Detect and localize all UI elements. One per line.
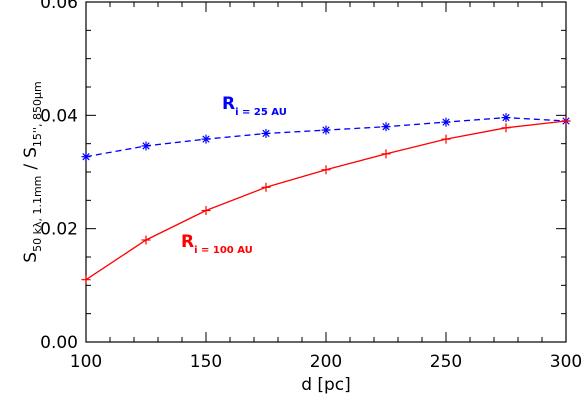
data-point — [321, 125, 331, 135]
marker-stroke — [442, 118, 450, 126]
data-point — [501, 113, 511, 123]
x-tick-labels: 100 150 200 250 300 — [70, 352, 582, 372]
data-point — [261, 182, 271, 192]
marker-stroke — [202, 135, 210, 143]
x-tick-label: 300 — [550, 352, 582, 372]
marker-stroke — [82, 153, 90, 161]
data-point — [381, 122, 391, 132]
data-point — [381, 149, 391, 159]
data-point — [441, 117, 451, 127]
data-point — [201, 206, 211, 216]
y-tick-labels: 0.00 0.02 0.04 0.06 — [40, 0, 78, 353]
y-tick-label: 0.00 — [40, 333, 78, 353]
data-point — [321, 165, 331, 175]
axis-ticks — [85, 1, 567, 343]
data-point — [561, 116, 571, 126]
data-point — [141, 235, 151, 245]
data-point — [501, 123, 511, 133]
marker-stroke — [382, 123, 390, 131]
series-label-25au: Ri = 25 AU — [222, 94, 287, 118]
marker-stroke — [262, 129, 270, 138]
x-tick-label: 250 — [430, 352, 462, 372]
x-tick-label: 100 — [70, 352, 102, 372]
marker-stroke — [322, 126, 330, 134]
data-point — [441, 134, 451, 144]
x-tick-label: 150 — [190, 352, 222, 372]
series-markers — [81, 113, 571, 285]
series-label-100au: Ri = 100 AU — [181, 232, 253, 256]
x-axis-label: d [pc] — [301, 375, 351, 395]
marker-stroke — [142, 142, 150, 150]
series-lines — [85, 116, 567, 281]
y-tick-label: 0.04 — [40, 106, 78, 126]
data-point — [81, 275, 91, 285]
y-tick-label: 0.02 — [40, 220, 78, 240]
data-point — [201, 134, 211, 144]
data-point — [141, 141, 151, 151]
data-point — [81, 152, 91, 162]
y-tick-label: 0.06 — [40, 0, 78, 13]
marker-stroke — [502, 113, 510, 122]
series-line-0 — [85, 116, 567, 158]
x-tick-label: 200 — [310, 352, 342, 372]
data-point — [261, 128, 271, 138]
y-axis-label: S50 kλ, 1.1mm/S15'', 850μm — [21, 81, 44, 262]
